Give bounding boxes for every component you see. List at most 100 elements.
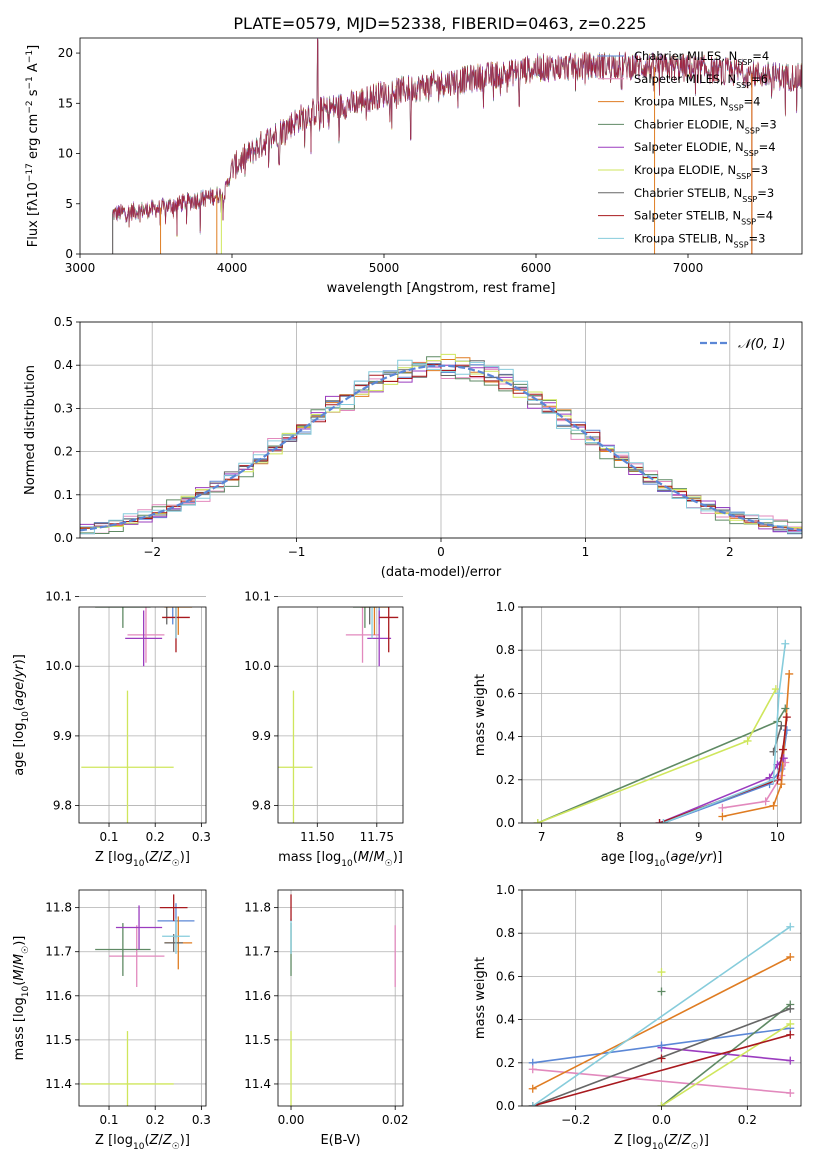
- plot-area: [81, 894, 195, 1106]
- legend-label: Chabrier STELIB, N: [634, 186, 742, 200]
- weight-marker: [718, 803, 727, 812]
- y-axis-label: Flux [fλ10−17 erg cm−2 s−1 A−1]: [25, 45, 41, 247]
- weight-line-kroupa-elodie: [661, 1023, 791, 1106]
- axis-label-part: Z: [162, 1133, 173, 1148]
- x-axis-label-text: Z [log: [95, 850, 133, 865]
- weight-marker: [786, 1030, 795, 1039]
- weight-marker: [786, 1004, 795, 1013]
- axis-label-part: )]: [712, 850, 722, 865]
- weight-marker: [786, 922, 795, 931]
- plot-area: [80, 353, 802, 535]
- axis-label-part: ☉: [691, 1142, 699, 1152]
- axes-frame: [79, 321, 803, 539]
- legend-label: Kroupa STELIB, N: [634, 231, 734, 245]
- y-tick-label: 0.6: [496, 969, 515, 983]
- mass-vs-metallicity-panel: 0.1 0.2 0.311.411.511.611.711.8Z [log10(Z/…: [12, 889, 211, 1152]
- axis-label-part: )]: [12, 654, 27, 664]
- legend-equals: =: [751, 72, 761, 86]
- y-tick-label: 0: [65, 247, 73, 261]
- y-tick-label: 11.4: [45, 1077, 72, 1091]
- axes-frame: [277, 889, 404, 1107]
- x-tick-label: 1: [582, 545, 590, 559]
- weight-marker: [657, 1102, 666, 1106]
- x-axis-label: age [log10(age/yr)]: [601, 850, 723, 869]
- x-axis-label-text: age [log: [601, 850, 654, 865]
- x-tick-label: 3000: [65, 261, 96, 275]
- x-tick-label: 11.50: [300, 830, 334, 844]
- axis-label-part: −17: [25, 163, 35, 182]
- legend-label: Salpeter STELIB, N: [634, 209, 741, 223]
- axis-label-part: yr: [698, 850, 714, 865]
- legend-subscript: SSP: [742, 194, 757, 203]
- axis-label-part: 10: [652, 1142, 664, 1152]
- histogram-salpeter-stelib: [80, 364, 802, 531]
- x-axis-label-text: Z [log: [614, 1133, 652, 1148]
- y-axis-label: mass [log10(M/M☉)]: [12, 936, 31, 1061]
- weight-marker: [777, 780, 786, 789]
- weight-marker: [769, 775, 778, 784]
- x-axis-label-text: mass [log: [278, 850, 341, 865]
- weight-line-kroupa-stelib: [663, 643, 787, 823]
- legend-entry: Chabrier STELIB, NSSP=3: [634, 186, 774, 204]
- axis-label-part: (: [144, 850, 149, 865]
- y-tick-label: 9.8: [53, 799, 72, 813]
- x-tick-label: 7000: [673, 261, 704, 275]
- axis-label-part: )]: [699, 1133, 709, 1148]
- legend-equals: =: [757, 186, 767, 200]
- y-tick-label: 9.9: [53, 729, 72, 743]
- x-axis-label: E(B-V): [320, 1133, 360, 1148]
- legend-equals: =: [759, 140, 769, 154]
- plot-area: [290, 894, 396, 1106]
- y-tick-label: 0.0: [496, 816, 515, 830]
- weight-marker: [743, 736, 752, 745]
- axis-label-part: (: [12, 706, 27, 711]
- axis-label-part: /: [695, 850, 700, 865]
- weight-marker: [786, 1019, 795, 1028]
- legend-n: 3: [769, 117, 776, 131]
- x-tick-label: 4000: [217, 261, 248, 275]
- age-vs-metallicity-panel: 0.1 0.2 0.39.89.910.010.1Z [log10(Z/Z☉)]ag…: [12, 590, 211, 869]
- axis-label-part: M: [373, 850, 384, 865]
- legend-entry: Chabrier MILES, NSSP=4: [634, 49, 769, 67]
- legend-subscript: SSP: [736, 172, 751, 181]
- weight-line-salpeter-stelib: [532, 1033, 791, 1106]
- x-axis-label: Z [log10(Z/Z☉)]: [95, 1133, 190, 1152]
- axis-label-part: M: [12, 969, 27, 980]
- y-tick-label: 10.1: [244, 590, 271, 604]
- axis-label-part: λ: [26, 198, 41, 206]
- y-axis-label-text: mass [log: [12, 997, 27, 1060]
- x-tick-label: 0.02: [382, 1113, 409, 1127]
- histogram-kroupa-stelib: [80, 359, 802, 535]
- axis-label-part: Z: [681, 1133, 692, 1148]
- weight-marker: [533, 819, 542, 823]
- legend-equals: =: [752, 49, 762, 63]
- x-axis-label: Z [log10(Z/Z☉)]: [614, 1133, 709, 1152]
- axis-label-part: (: [12, 981, 27, 986]
- y-tick-label: 1.0: [496, 600, 515, 614]
- y-tick-label: 15: [58, 96, 73, 110]
- legend-entry: 𝒩(0, 1): [738, 337, 785, 352]
- axis-label-part: −1: [25, 76, 35, 89]
- weight-marker: [771, 685, 780, 694]
- weight-line-kroupa-miles: [532, 956, 791, 1090]
- spectrum-panel: 3000 4000 5000 6000 7000 0 5 10 15 20 wavelength […: [25, 37, 803, 296]
- axis-label-part: 10: [26, 182, 41, 199]
- legend-n: 4: [768, 140, 775, 154]
- axis-label-part: /: [12, 964, 27, 969]
- legend-entry: Kroupa MILES, NSSP=4: [634, 95, 761, 113]
- axes-frame: [521, 606, 802, 824]
- legend-label: Chabrier ELODIE, N: [634, 117, 745, 131]
- legend-label: Salpeter ELODIE, N: [634, 140, 744, 154]
- y-tick-label: 11.4: [244, 1077, 271, 1091]
- x-tick-label: −2: [143, 545, 161, 559]
- legend-n: 4: [766, 209, 773, 223]
- y-tick-label: 10: [58, 147, 73, 161]
- axis-label-part: 10: [21, 711, 31, 723]
- axes-frame: [277, 606, 404, 824]
- weight-marker: [657, 1054, 666, 1063]
- axis-label-part: )]: [12, 936, 27, 946]
- weight-marker: [781, 704, 790, 713]
